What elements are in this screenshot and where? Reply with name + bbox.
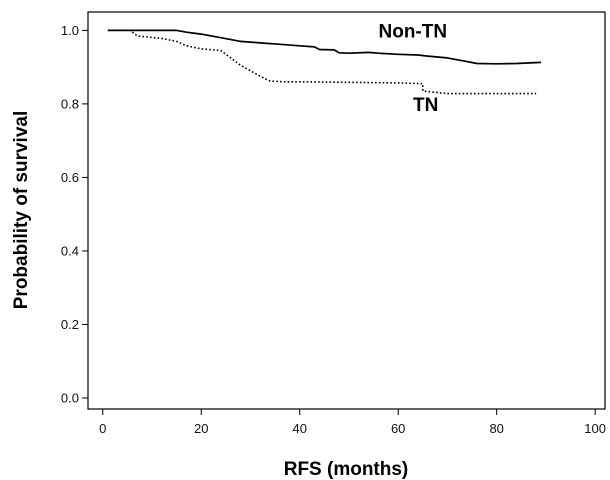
- y-tick-label: 0.4: [61, 243, 79, 258]
- y-axis-title: Probability of survival: [11, 111, 32, 310]
- y-tick-label: 1.0: [61, 23, 79, 38]
- x-tick-label: 60: [391, 421, 405, 436]
- x-axis: 0 20 40 60 80 100: [99, 409, 606, 436]
- y-axis: 0.0 0.2 0.4 0.6 0.8 1.0: [61, 23, 88, 406]
- y-tick-label: 0.0: [61, 390, 79, 405]
- x-tick-label: 80: [489, 421, 503, 436]
- x-tick-label: 100: [584, 421, 606, 436]
- y-tick-label: 0.2: [61, 317, 79, 332]
- x-tick-label: 0: [99, 421, 106, 436]
- label-non-tn: Non-TN: [379, 21, 448, 42]
- y-tick-label: 0.6: [61, 170, 79, 185]
- x-tick-label: 40: [292, 421, 306, 436]
- label-tn: TN: [413, 95, 438, 116]
- y-tick-label: 0.8: [61, 96, 79, 111]
- x-tick-label: 20: [194, 421, 208, 436]
- plot-area: [88, 12, 605, 409]
- x-axis-title: RFS (months): [284, 459, 409, 480]
